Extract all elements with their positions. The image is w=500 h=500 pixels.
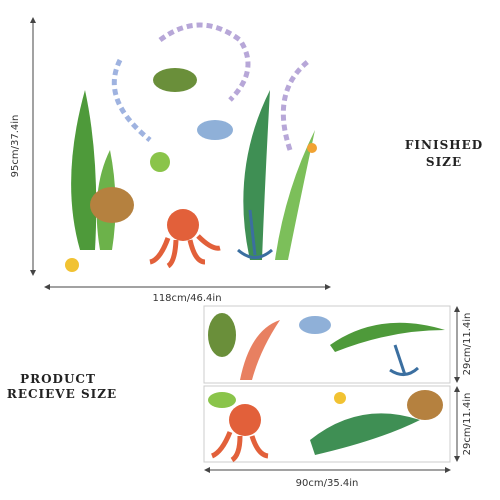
turtle (153, 68, 197, 92)
octopus (167, 209, 199, 241)
coral (334, 392, 346, 404)
panel-height-label: 29cm/11.4in (462, 393, 473, 456)
finished-caption: FINISHED (405, 138, 483, 152)
sticker-sheet (203, 305, 451, 384)
finished-caption: SIZE (426, 155, 462, 169)
fish (150, 152, 170, 172)
starfish (307, 143, 317, 153)
anchor (389, 344, 420, 376)
seaweed (275, 130, 315, 260)
manta-ray (299, 316, 331, 334)
received-caption: RECIEVE SIZE (7, 387, 117, 401)
seaweed (243, 90, 270, 260)
sticker-sheet (203, 385, 451, 463)
width-label: 118cm/46.4in (152, 293, 221, 304)
finished-mural (65, 22, 317, 272)
fish-school (158, 22, 251, 102)
fish (208, 392, 236, 408)
turtle (208, 313, 236, 357)
pot (407, 390, 443, 420)
panel-width-label: 90cm/35.4in (296, 478, 359, 489)
received-caption: PRODUCT (20, 372, 96, 386)
pot (90, 187, 134, 223)
seaweed (310, 413, 420, 455)
fish-school (111, 58, 152, 142)
height-label: 95cm/37.4in (10, 115, 21, 178)
panel-height-label: 29cm/11.4in (462, 313, 473, 376)
fish-school (280, 58, 312, 151)
coral (65, 258, 79, 272)
seaweed (71, 90, 97, 250)
coral (240, 320, 280, 380)
manta-ray (197, 120, 233, 140)
octopus-arms (210, 431, 269, 463)
anchor (237, 209, 273, 259)
seaweed (330, 322, 445, 352)
octopus-arms (149, 234, 221, 269)
octopus (229, 404, 261, 436)
